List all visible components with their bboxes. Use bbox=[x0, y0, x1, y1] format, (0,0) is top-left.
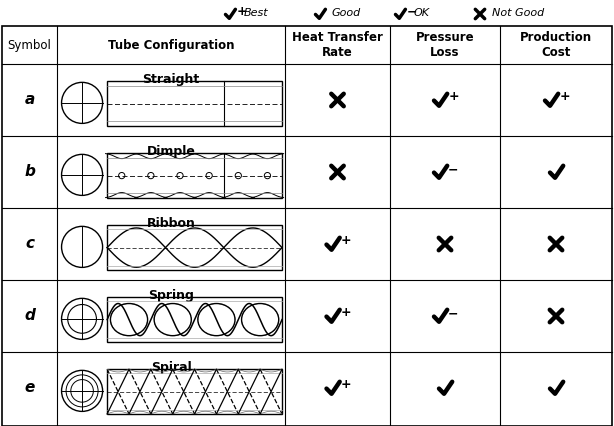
Text: Best: Best bbox=[244, 8, 269, 18]
Text: Spring: Spring bbox=[148, 289, 194, 302]
Bar bbox=[107, 81, 282, 126]
Text: +: + bbox=[559, 90, 570, 104]
Text: +: + bbox=[341, 234, 351, 248]
Text: b: b bbox=[24, 164, 35, 179]
Text: Tube Configuration: Tube Configuration bbox=[107, 38, 235, 52]
Text: Pressure
Loss: Pressure Loss bbox=[416, 31, 474, 59]
Text: Straight: Straight bbox=[142, 73, 200, 86]
Text: Dimple: Dimple bbox=[147, 145, 195, 158]
Text: d: d bbox=[24, 308, 35, 323]
Text: Production
Cost: Production Cost bbox=[520, 31, 592, 59]
Text: −: − bbox=[448, 163, 459, 176]
Text: −: − bbox=[406, 6, 417, 19]
Text: +: + bbox=[341, 306, 351, 320]
Text: c: c bbox=[25, 236, 34, 251]
Text: OK: OK bbox=[414, 8, 430, 18]
Text: Heat Transfer
Rate: Heat Transfer Rate bbox=[292, 31, 383, 59]
Bar bbox=[107, 225, 282, 270]
Text: Ribbon: Ribbon bbox=[147, 217, 195, 230]
Text: a: a bbox=[25, 92, 34, 107]
Text: Symbol: Symbol bbox=[7, 38, 52, 52]
Text: +: + bbox=[236, 5, 247, 18]
Bar bbox=[107, 297, 282, 342]
Text: −: − bbox=[448, 307, 459, 320]
Text: Good: Good bbox=[332, 8, 361, 18]
Text: +: + bbox=[448, 90, 459, 104]
Bar bbox=[107, 153, 282, 198]
Bar bbox=[107, 369, 282, 414]
Text: e: e bbox=[25, 380, 34, 395]
Text: +: + bbox=[341, 378, 351, 391]
Text: Not Good: Not Good bbox=[492, 8, 544, 18]
Text: Spiral: Spiral bbox=[150, 361, 192, 374]
